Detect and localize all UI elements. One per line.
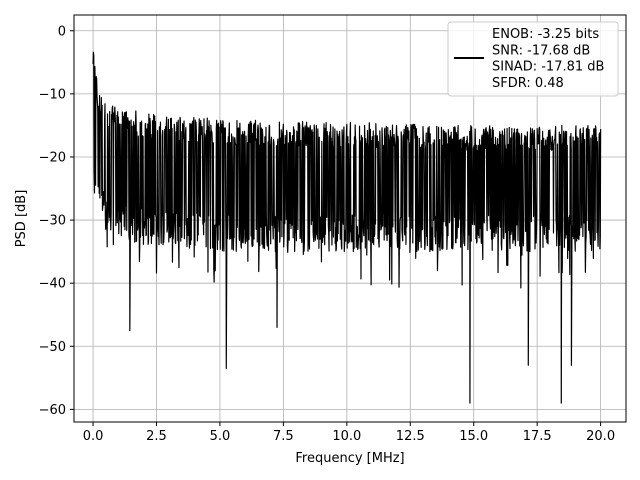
axes-frame xyxy=(73,14,627,423)
x-axis-label: Frequency [MHz] xyxy=(295,451,404,466)
psd-line xyxy=(92,51,602,404)
x-tick-label: 20.0 xyxy=(586,429,615,444)
y-tick-label: −30 xyxy=(39,214,66,229)
y-tick-label: −40 xyxy=(39,277,66,292)
x-tick-label: 7.5 xyxy=(273,429,294,444)
y-tick-label: −50 xyxy=(39,340,66,355)
x-tick-label: 0.0 xyxy=(83,429,104,444)
x-tick-label: 5.0 xyxy=(210,429,231,444)
legend: ENOB: -3.25 bits SNR: -17.68 dB SINAD: -… xyxy=(447,21,619,97)
psd-series xyxy=(92,51,602,404)
y-ticks: 0 −10 −20 −30 −40 −50 −60 xyxy=(39,24,74,418)
y-tick-label: −10 xyxy=(39,87,66,102)
x-tick-label: 10.0 xyxy=(332,429,361,444)
x-tick-label: 2.5 xyxy=(146,429,167,444)
y-tick-label: 0 xyxy=(58,24,66,39)
y-tick-label: −20 xyxy=(39,150,66,165)
x-tick-label: 17.5 xyxy=(523,429,552,444)
x-ticks: 0.0 2.5 5.0 7.5 10.0 12.5 15.0 17.5 20.0 xyxy=(83,422,615,444)
legend-entry-sinad: SINAD: -17.81 dB xyxy=(492,60,604,75)
y-tick-label: −60 xyxy=(39,403,66,418)
x-tick-label: 15.0 xyxy=(459,429,488,444)
legend-box xyxy=(447,21,619,97)
y-axis-label: PSD [dB] xyxy=(14,190,29,248)
legend-entry-snr: SNR: -17.68 dB xyxy=(492,43,590,58)
legend-entry-sfdr: SFDR: 0.48 xyxy=(492,76,564,91)
legend-entry-enob: ENOB: -3.25 bits xyxy=(492,27,599,42)
x-tick-label: 12.5 xyxy=(396,429,425,444)
